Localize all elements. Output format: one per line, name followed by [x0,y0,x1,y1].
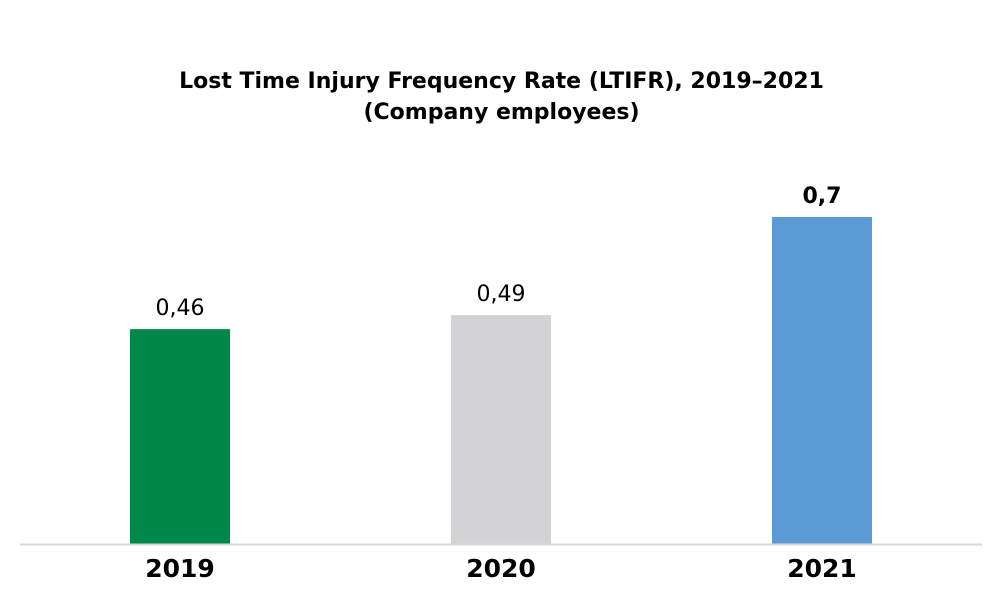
bar-2019 [130,329,230,544]
bar-2021 [772,217,872,544]
chart-subtitle-line: (Company employees) [363,100,640,125]
value-label-2021: 0,7 [803,184,842,209]
x-tick-label-2020: 2020 [466,554,536,583]
value-label-2020: 0,49 [477,282,526,307]
chart-title: Lost Time Injury Frequency Rate (LTIFR),… [0,66,996,128]
bar-2020 [451,315,551,544]
x-tick-label-2021: 2021 [787,554,857,583]
value-label-2019: 0,46 [156,296,205,321]
chart-title-line: Lost Time Injury Frequency Rate (LTIFR),… [179,69,824,94]
x-tick-label-2019: 2019 [145,554,215,583]
